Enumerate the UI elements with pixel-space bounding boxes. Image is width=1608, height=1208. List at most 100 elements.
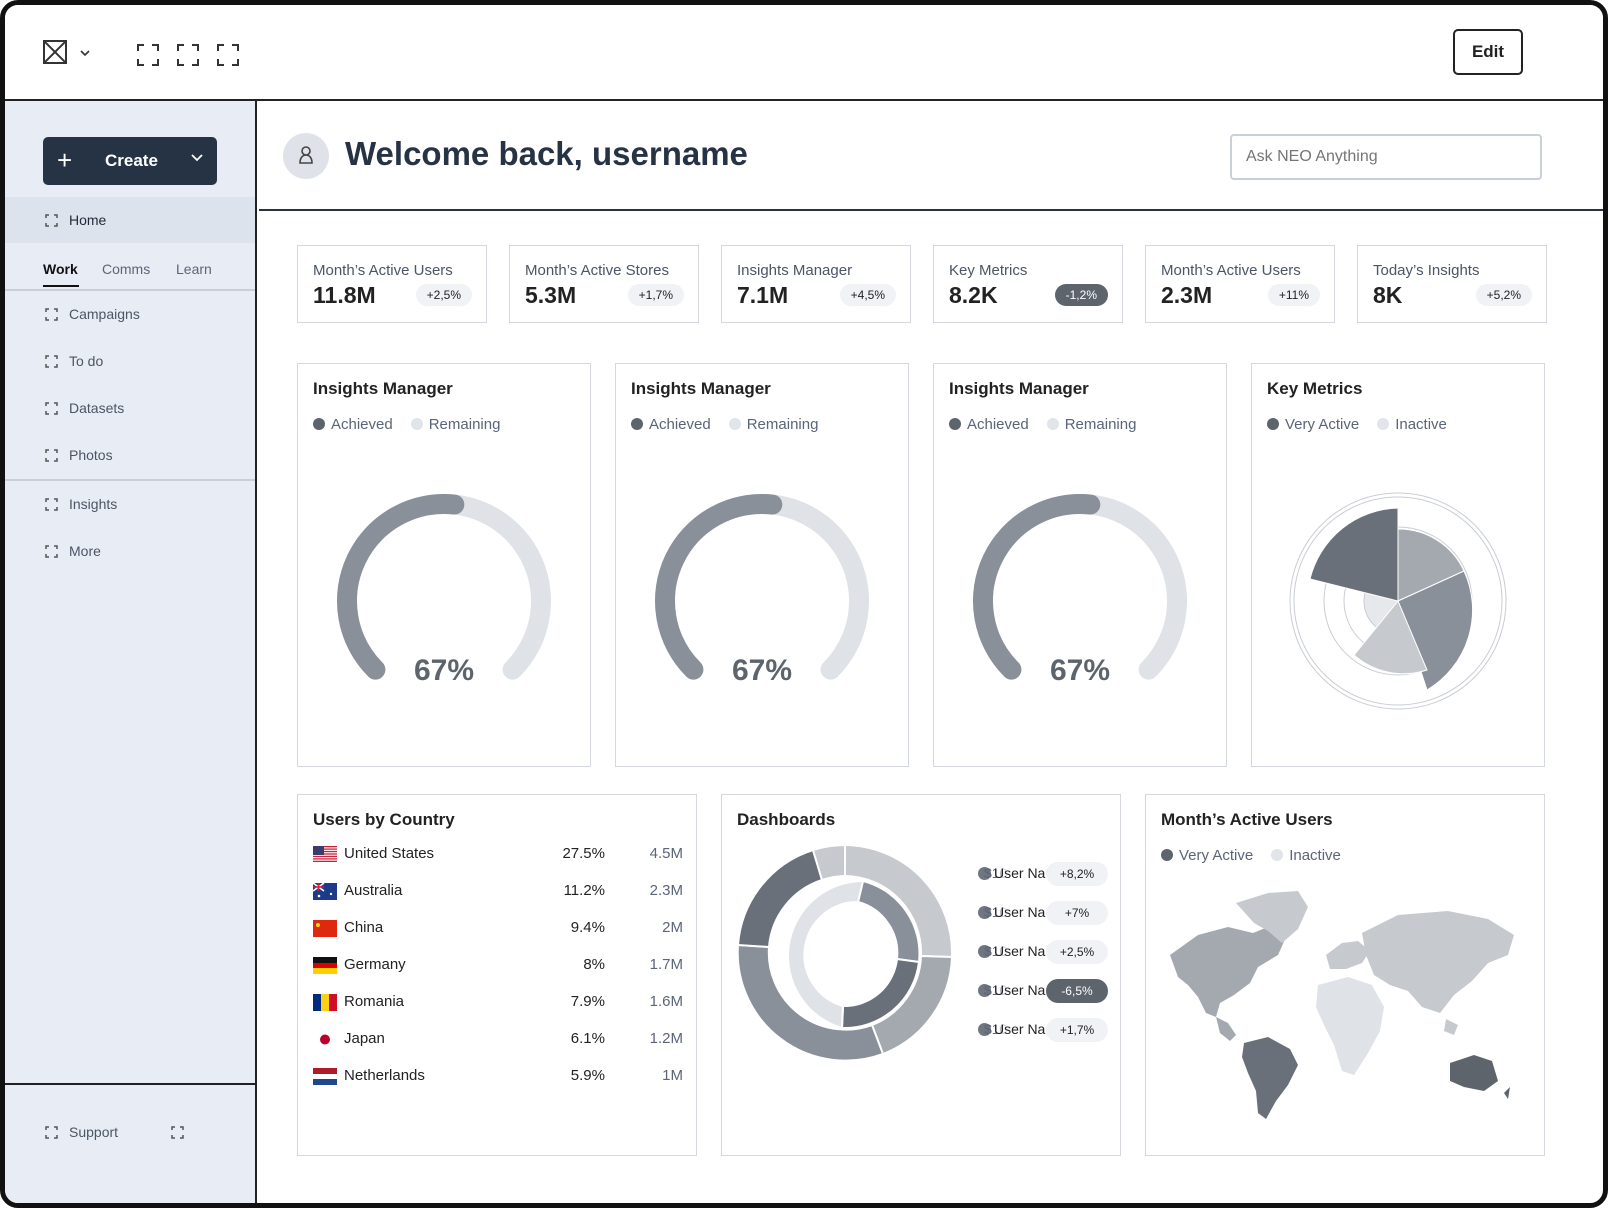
- chevron-down-icon[interactable]: [79, 47, 91, 59]
- table-row[interactable]: Australia 11.2% 2.3M: [313, 880, 683, 904]
- sidebar-item-photos[interactable]: Photos: [5, 432, 255, 478]
- frame-icon[interactable]: [137, 44, 159, 66]
- frame-icon: [45, 498, 58, 511]
- sidebar-item-support[interactable]: Support: [5, 1109, 255, 1155]
- table-row[interactable]: Germany 8% 1.7M: [313, 954, 683, 978]
- gauge-card: Insights Manager Achieved Remaining 67%: [933, 363, 1227, 767]
- stat-title: Insights Manager: [737, 262, 853, 279]
- avatar[interactable]: [283, 133, 329, 179]
- table-row[interactable]: Romania 7.9% 1.6M: [313, 991, 683, 1015]
- frame-icon[interactable]: [171, 1126, 184, 1139]
- legend-item[interactable]: $10KUser Na+1,7%: [974, 1018, 1108, 1042]
- legend-dot: [978, 984, 991, 997]
- country-percent: 9.4%: [570, 919, 605, 936]
- stat-title: Month’s Active Users: [313, 262, 453, 279]
- table-row[interactable]: Netherlands 5.9% 1M: [313, 1065, 683, 1089]
- country-name: Romania: [344, 993, 405, 1010]
- frame-icon: [45, 1126, 58, 1139]
- divider: [5, 289, 255, 291]
- de-flag-icon: [313, 957, 337, 974]
- stat-card[interactable]: Key Metrics 8.2K -1,2%: [933, 245, 1123, 323]
- table-row[interactable]: Japan 6.1% 1.2M: [313, 1028, 683, 1052]
- divider: [5, 479, 255, 481]
- plus-icon: +: [57, 145, 73, 175]
- country-value: 1.2M: [649, 1030, 683, 1047]
- legend-label: Inactive: [1289, 847, 1341, 864]
- country-name: China: [344, 919, 384, 936]
- country-percent: 8%: [583, 956, 605, 973]
- country-value: 1.6M: [649, 993, 683, 1010]
- active-tab-indicator: [43, 285, 79, 287]
- stat-card[interactable]: Insights Manager 7.1M +4,5%: [721, 245, 911, 323]
- gauge-fill: [655, 494, 783, 680]
- legend-item[interactable]: $100KUser Na+7%: [974, 901, 1108, 925]
- top-bar: Edit: [5, 5, 1603, 101]
- sidebar-item-insights[interactable]: Insights: [5, 481, 255, 527]
- sidebar-item-datasets[interactable]: Datasets: [5, 385, 255, 431]
- central-america-shape: [1216, 1017, 1236, 1041]
- legend-item[interactable]: $100KUser Na-6,5%: [974, 979, 1108, 1003]
- legend-label: User Na: [994, 1021, 1046, 1037]
- table-row[interactable]: United States 27.5% 4.5M: [313, 843, 683, 867]
- europe-shape: [1326, 941, 1370, 969]
- table-row[interactable]: China 9.4% 2M: [313, 917, 683, 941]
- stat-value: 5.3M: [525, 282, 577, 308]
- country-percent: 6.1%: [570, 1030, 605, 1047]
- sidebar-item-to-do[interactable]: To do: [5, 338, 255, 384]
- stat-card[interactable]: Today’s Insights 8K +5,2%: [1357, 245, 1547, 323]
- us-flag-icon: [313, 846, 337, 863]
- legend-item[interactable]: $10KUser Na+2,5%: [974, 940, 1108, 964]
- gauge-card: Insights Manager Achieved Remaining 67%: [615, 363, 909, 767]
- country-percent: 11.2%: [563, 882, 605, 899]
- edit-button[interactable]: Edit: [1453, 29, 1523, 75]
- tab-comms[interactable]: Comms: [102, 261, 151, 277]
- sidebar-item-home[interactable]: Home: [5, 197, 255, 243]
- country-name: Germany: [344, 956, 406, 973]
- legend-label: User Na: [994, 943, 1046, 959]
- country-percent: 27.5%: [562, 845, 605, 862]
- user-icon: [299, 146, 313, 164]
- stat-value: 11.8M: [313, 282, 376, 308]
- ask-neo-input[interactable]: [1230, 134, 1542, 180]
- gauge-fill: [973, 494, 1101, 680]
- stat-card[interactable]: Month’s Active Users 11.8M +2,5%: [297, 245, 487, 323]
- frame-icon[interactable]: [177, 44, 199, 66]
- stat-title: Today’s Insights: [1373, 262, 1480, 279]
- stat-card[interactable]: Month’s Active Users 2.3M +11%: [1145, 245, 1335, 323]
- legend-label: User Na: [994, 865, 1046, 881]
- legend-remaining: Remaining: [728, 416, 818, 433]
- sidebar-item-label: Support: [69, 1124, 119, 1140]
- sidebar-item-more[interactable]: More: [5, 528, 255, 574]
- change-badge: +2,5%: [415, 284, 472, 306]
- legend-achieved: Achieved: [313, 416, 393, 433]
- ro-flag-icon: [313, 994, 337, 1011]
- legend-label: Remaining: [1064, 416, 1137, 433]
- polar-slice: [1397, 570, 1474, 691]
- stat-title: Month’s Active Users: [1161, 262, 1301, 279]
- frame-icon: [45, 402, 58, 415]
- legend-item[interactable]: $10KUser Na+8,2%: [974, 862, 1108, 886]
- stat-card[interactable]: Month’s Active Stores 5.3M +1,7%: [509, 245, 699, 323]
- legend-label: User Na: [994, 904, 1046, 920]
- change-badge: +11%: [1267, 284, 1320, 306]
- legend-label: Achieved: [967, 416, 1029, 433]
- change-badge: +7%: [1046, 901, 1108, 925]
- gauge-fill: [337, 494, 465, 680]
- country-percent: 7.9%: [570, 993, 605, 1010]
- create-button[interactable]: + Create: [43, 137, 217, 185]
- card-title: Dashboards: [737, 810, 836, 829]
- x-box-logo-icon[interactable]: [43, 40, 67, 64]
- chevron-down-icon[interactable]: [191, 152, 203, 164]
- legend-inactive: Inactive: [1271, 847, 1341, 864]
- frame-icon[interactable]: [217, 44, 239, 66]
- tab-learn[interactable]: Learn: [176, 261, 212, 277]
- sidebar-item-campaigns[interactable]: Campaigns: [5, 291, 255, 337]
- frame-icon: [45, 545, 58, 558]
- north-america-shape: [1170, 925, 1286, 1017]
- stat-title: Month’s Active Stores: [525, 262, 669, 279]
- south-america-shape: [1242, 1037, 1298, 1119]
- nl-flag-icon: [313, 1068, 337, 1085]
- legend-inactive: Inactive: [1377, 416, 1447, 433]
- tab-work[interactable]: Work: [43, 261, 78, 277]
- card-title: Key Metrics: [1267, 379, 1363, 398]
